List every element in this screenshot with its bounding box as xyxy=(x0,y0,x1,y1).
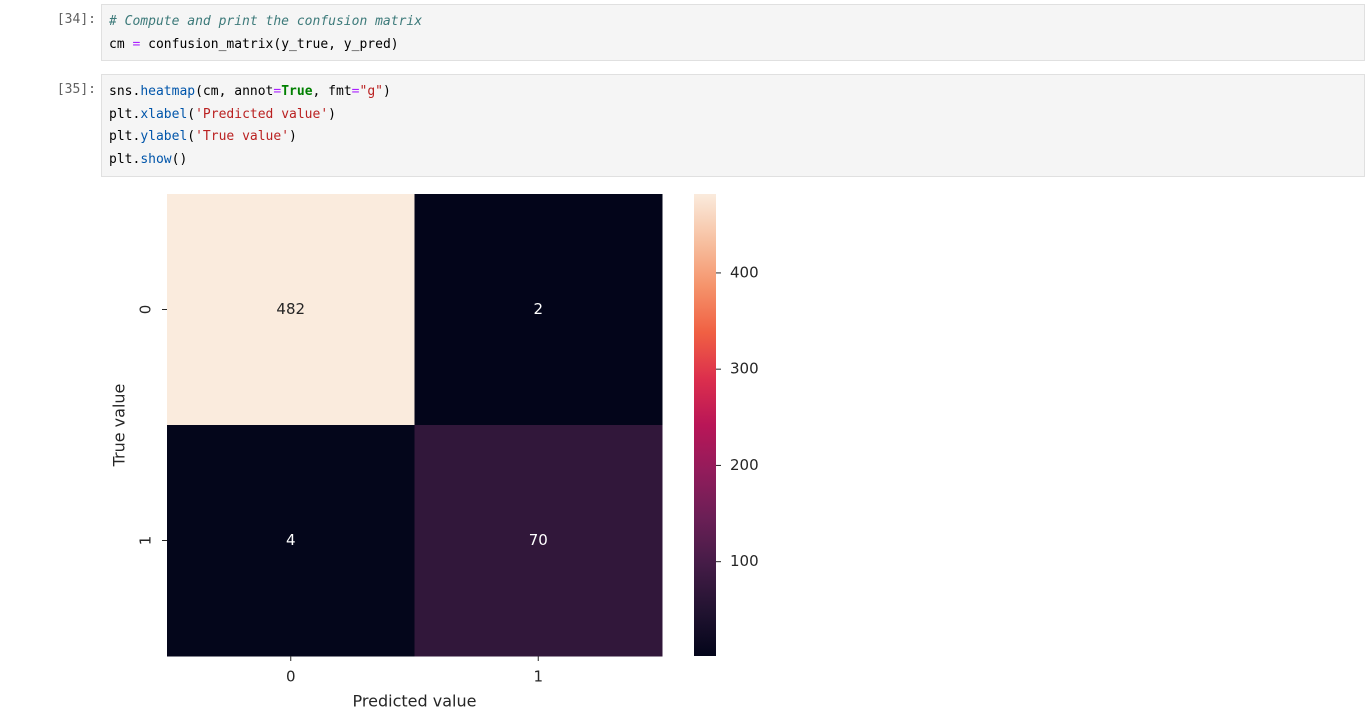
code-token: xlabel xyxy=(140,106,188,122)
code-token: True xyxy=(281,84,313,99)
code-token: ) xyxy=(328,106,336,122)
x-tick-label: 0 xyxy=(286,668,296,686)
code-token: 'Predicted value' xyxy=(195,106,329,122)
cell-prompt: [34]: xyxy=(56,12,96,27)
colorbar-tick-label: 200 xyxy=(730,456,759,474)
heatmap-cell xyxy=(414,425,663,657)
code-token: cm xyxy=(109,36,133,52)
colorbar-tick-label: 400 xyxy=(730,263,759,281)
code-token: () xyxy=(171,152,188,168)
x-tick-label: 1 xyxy=(533,668,543,686)
code-token: ylabel xyxy=(140,129,188,145)
code-token: , fmt xyxy=(312,84,352,99)
code-cell[interactable]: # Compute and print the confusion matrix… xyxy=(101,4,1365,61)
y-tick-label: 0 xyxy=(137,305,155,315)
code-line: sns.heatmap(cm, annot=True, fmt="g") xyxy=(109,81,1357,104)
colorbar xyxy=(694,194,716,656)
code-token: ( xyxy=(187,129,196,145)
code-line: # Compute and print the confusion matrix xyxy=(109,11,1357,34)
code-token: = xyxy=(132,36,141,52)
y-tick-label: 1 xyxy=(137,536,155,546)
cell-annotation: 70 xyxy=(529,531,548,549)
code-token: sns. xyxy=(109,84,141,99)
cell-annotation: 482 xyxy=(276,300,305,318)
code-token: = xyxy=(273,84,282,99)
code-line: plt.xlabel('Predicted value') xyxy=(109,104,1357,127)
heatmap-cell xyxy=(414,194,663,426)
cell-annotation: 2 xyxy=(533,300,543,318)
cell-annotation: 4 xyxy=(286,531,296,549)
code-line: cm = confusion_matrix(y_true, y_pred) xyxy=(109,34,1357,57)
code-token: plt. xyxy=(109,106,141,122)
heatmap-cell xyxy=(167,425,415,657)
code-token: plt. xyxy=(109,129,141,145)
code-token: show xyxy=(140,152,172,168)
code-token: ) xyxy=(289,129,297,145)
code-token: (cm, annot xyxy=(195,84,274,99)
cell-prompt: [35]: xyxy=(56,82,96,97)
code-line: plt.ylabel('True value') xyxy=(109,126,1357,149)
code-token: heatmap xyxy=(140,84,196,99)
code-token: confusion_matrix(y_true, y_pred) xyxy=(140,36,399,52)
code-token: 'True value' xyxy=(195,129,290,145)
code-token: # Compute and print the confusion matrix xyxy=(109,14,423,29)
code-token: = xyxy=(351,84,360,99)
y-axis-label: True value xyxy=(110,384,129,468)
colorbar-tick-label: 100 xyxy=(730,552,759,570)
code-cell[interactable]: sns.heatmap(cm, annot=True, fmt="g") plt.… xyxy=(101,74,1365,177)
x-axis-label: Predicted value xyxy=(353,692,477,711)
code-line: plt.show() xyxy=(109,149,1357,172)
code-token: "g" xyxy=(359,84,383,99)
heatmap-cell xyxy=(167,194,415,426)
code-token: plt. xyxy=(109,152,141,168)
code-token: ( xyxy=(187,106,196,122)
colorbar-tick-label: 300 xyxy=(730,360,759,378)
code-token: ) xyxy=(382,84,391,99)
